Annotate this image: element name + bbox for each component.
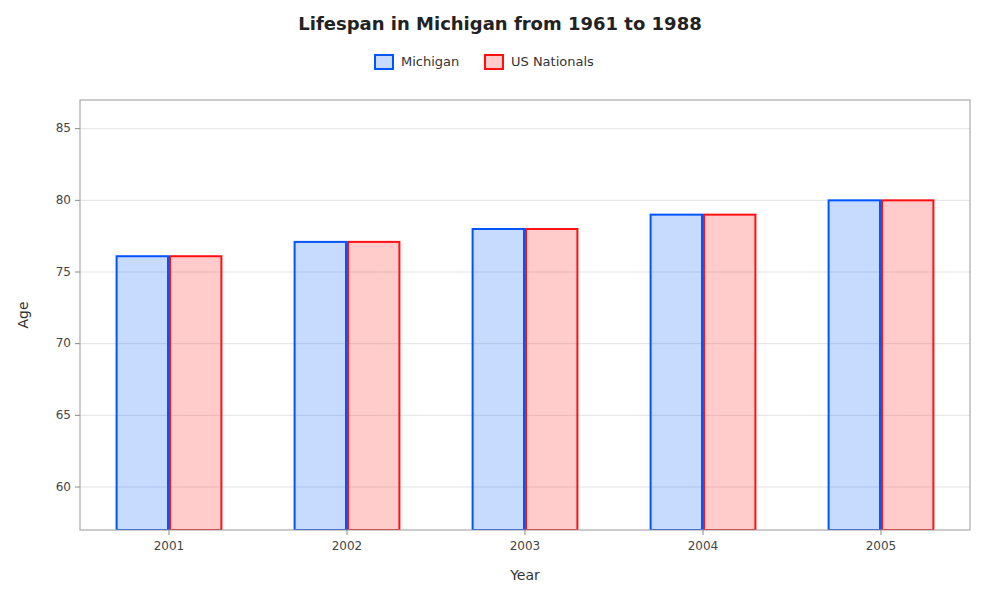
bar: [473, 229, 524, 530]
y-tick-label: 75: [56, 265, 71, 279]
bar: [348, 242, 399, 530]
legend-swatch: [485, 55, 503, 69]
bar: [117, 256, 168, 530]
x-tick-label: 2002: [332, 539, 363, 553]
legend: Michigan US Nationals: [375, 54, 594, 70]
y-tick-label: 60: [56, 480, 71, 494]
x-axis: 2001 2002 2003 2004 2005: [154, 530, 897, 553]
y-axis: 60 65 70 75 80 85: [56, 121, 80, 493]
y-tick: [75, 415, 80, 416]
plot-frame: [80, 100, 970, 530]
x-tick-label: 2003: [510, 539, 541, 553]
chart-container: 60 65 70 75 80 85 2001 2002 2003 2004 2005 Year Age L…: [0, 0, 1000, 600]
bar: [882, 200, 933, 530]
y-axis-label: Age: [15, 301, 31, 328]
x-tick-label: 2001: [154, 539, 185, 553]
legend-label: US Nationals: [511, 54, 594, 69]
y-tick-label: 70: [56, 336, 71, 350]
chart-svg: 60 65 70 75 80 85 2001 2002 2003 2004 2005 Year Age L…: [0, 0, 1000, 600]
bar: [829, 200, 880, 530]
legend-label: Michigan: [401, 54, 459, 69]
x-tick: [525, 530, 526, 535]
bar: [651, 215, 702, 530]
grid-line: [80, 128, 970, 129]
x-tick: [881, 530, 882, 535]
y-tick: [75, 128, 80, 129]
x-tick: [169, 530, 170, 535]
x-tick: [347, 530, 348, 535]
y-tick: [75, 343, 80, 344]
y-tick-label: 65: [56, 408, 71, 422]
legend-swatch: [375, 55, 393, 69]
y-tick-label: 85: [56, 121, 71, 135]
x-tick-label: 2005: [866, 539, 897, 553]
x-tick-label: 2004: [688, 539, 719, 553]
y-tick: [75, 487, 80, 488]
bars: [117, 200, 934, 530]
bar: [704, 215, 755, 530]
bar: [170, 256, 221, 530]
bar: [295, 242, 346, 530]
y-tick: [75, 272, 80, 273]
x-tick: [703, 530, 704, 535]
chart-title: Lifespan in Michigan from 1961 to 1988: [298, 13, 701, 34]
y-tick: [75, 200, 80, 201]
bar: [526, 229, 577, 530]
x-axis-label: Year: [509, 567, 540, 583]
y-tick-label: 80: [56, 193, 71, 207]
